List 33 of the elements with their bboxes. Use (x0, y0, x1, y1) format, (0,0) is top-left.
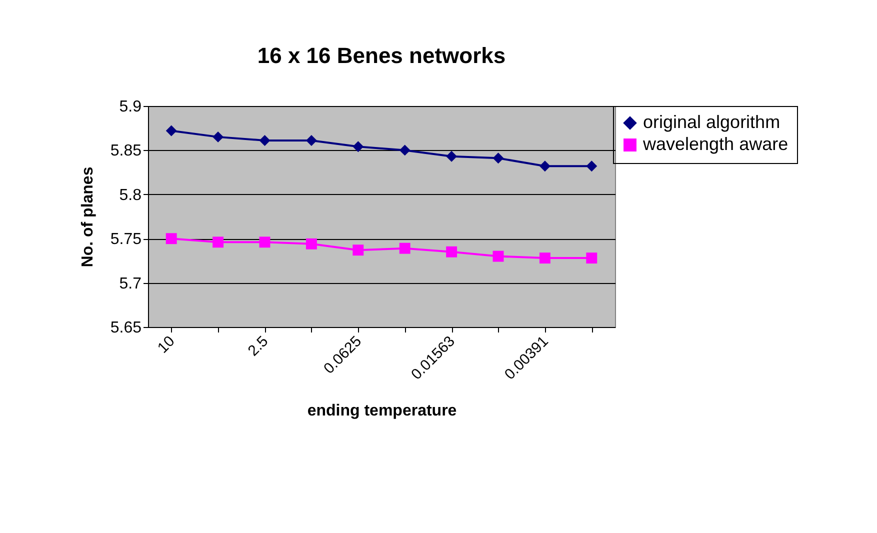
legend-label: wavelength aware (642, 134, 788, 154)
point (586, 252, 598, 264)
point (212, 131, 224, 142)
y-tick-label: 5.9 (119, 98, 142, 116)
point (212, 236, 224, 248)
point (586, 160, 598, 172)
chart-title: 16 x 16 Benes networks (257, 43, 506, 68)
point (446, 150, 458, 162)
point (352, 244, 364, 256)
x-axis-title: ending temperature (307, 402, 457, 420)
y-tick-label: 5.8 (119, 186, 142, 204)
point (259, 236, 270, 248)
point (492, 152, 504, 164)
point (306, 135, 317, 146)
y-tick-label: 5.85 (110, 142, 142, 160)
x-tick-label: 10 (154, 332, 178, 357)
point (539, 252, 550, 264)
y-tick-label: 5.75 (110, 231, 142, 248)
y-tick-label: 5.65 (110, 320, 142, 336)
y-axis-title: No. of planes (79, 166, 96, 268)
point (399, 144, 410, 156)
point (166, 233, 177, 244)
point (446, 246, 458, 258)
legend-label: original algorithm (643, 112, 780, 132)
point (492, 250, 504, 262)
point (259, 135, 270, 146)
x-tick-label: 2.5 (244, 332, 272, 360)
point (399, 242, 410, 254)
y-tick-label: 5.7 (119, 275, 142, 292)
point (539, 160, 550, 172)
point (306, 238, 317, 250)
point (352, 141, 364, 152)
point (166, 125, 177, 136)
